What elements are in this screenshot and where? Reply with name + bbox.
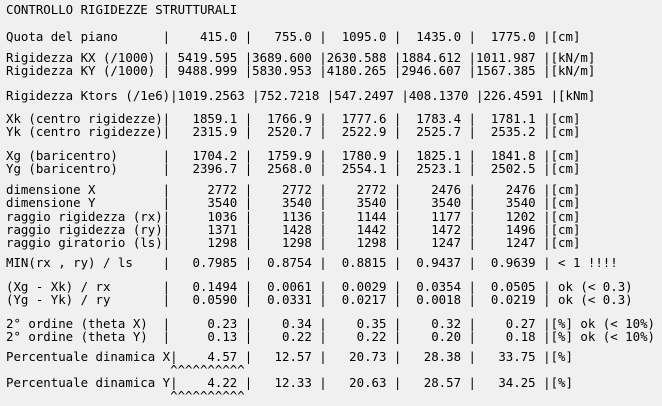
- text-line: 2° ordine (theta X) | 0.23 | 0.34 | 0.35…: [6, 316, 656, 331]
- text-line: raggio rigidezza (ry)| 1371 | 1428 | 144…: [6, 221, 581, 237]
- title: CONTROLLO RIGIDEZZE STRUTTURALI: [6, 2, 238, 17]
- text-line: Rigidezza KX (/1000) | 5419.595 |3689.60…: [6, 50, 596, 65]
- text-line: Quota del piano | 415.0 | 755.0 | 1095.0…: [6, 29, 581, 44]
- text-line: Yk (centro rigidezze)| 2315.9 | 2520.7 |…: [6, 124, 581, 140]
- text-line: ^^^^^^^^^^: [6, 362, 245, 378]
- text-line: dimensione Y | 3540 | 3540 | 3540 | 3540…: [6, 195, 581, 211]
- text-line: (Xg - Xk) / rx | 0.1494 | 0.0061 | 0.002…: [6, 279, 633, 294]
- text-line: Xg (baricentro) | 1704.2 | 1759.9 | 1780…: [6, 148, 581, 163]
- text-line: (Yg - Yk) / ry | 0.0590 | 0.0331 | 0.021…: [6, 292, 633, 308]
- text-line: Percentuale dinamica Y| 4.22 | 12.33 | 2…: [6, 375, 573, 390]
- text-line: Xk (centro rigidezze)| 1859.1 | 1766.9 |…: [6, 111, 581, 126]
- text-line: Rigidezza Ktors (/1e6)|1019.2563 |752.72…: [6, 88, 596, 103]
- text-line: MIN(rx , ry) / ls | 0.7985 | 0.8754 | 0.…: [6, 255, 618, 270]
- text-line: Rigidezza KY (/1000) | 9488.999 |5830.95…: [6, 63, 596, 79]
- text-line: dimensione X | 2772 | 2772 | 2772 | 2476…: [6, 182, 581, 197]
- text-line: Percentuale dinamica X| 4.57 | 12.57 | 2…: [6, 349, 573, 364]
- text-line: raggio rigidezza (rx)| 1036 | 1136 | 114…: [6, 208, 581, 224]
- text-line: ^^^^^^^^^^: [6, 388, 245, 404]
- text-line: Yg (baricentro) | 2396.7 | 2568.0 | 2554…: [6, 161, 581, 177]
- text-line: raggio giratorio (ls)| 1298 | 1298 | 129…: [6, 235, 581, 251]
- text-line: 2° ordine (theta Y) | 0.13 | 0.22 | 0.22…: [6, 329, 656, 345]
